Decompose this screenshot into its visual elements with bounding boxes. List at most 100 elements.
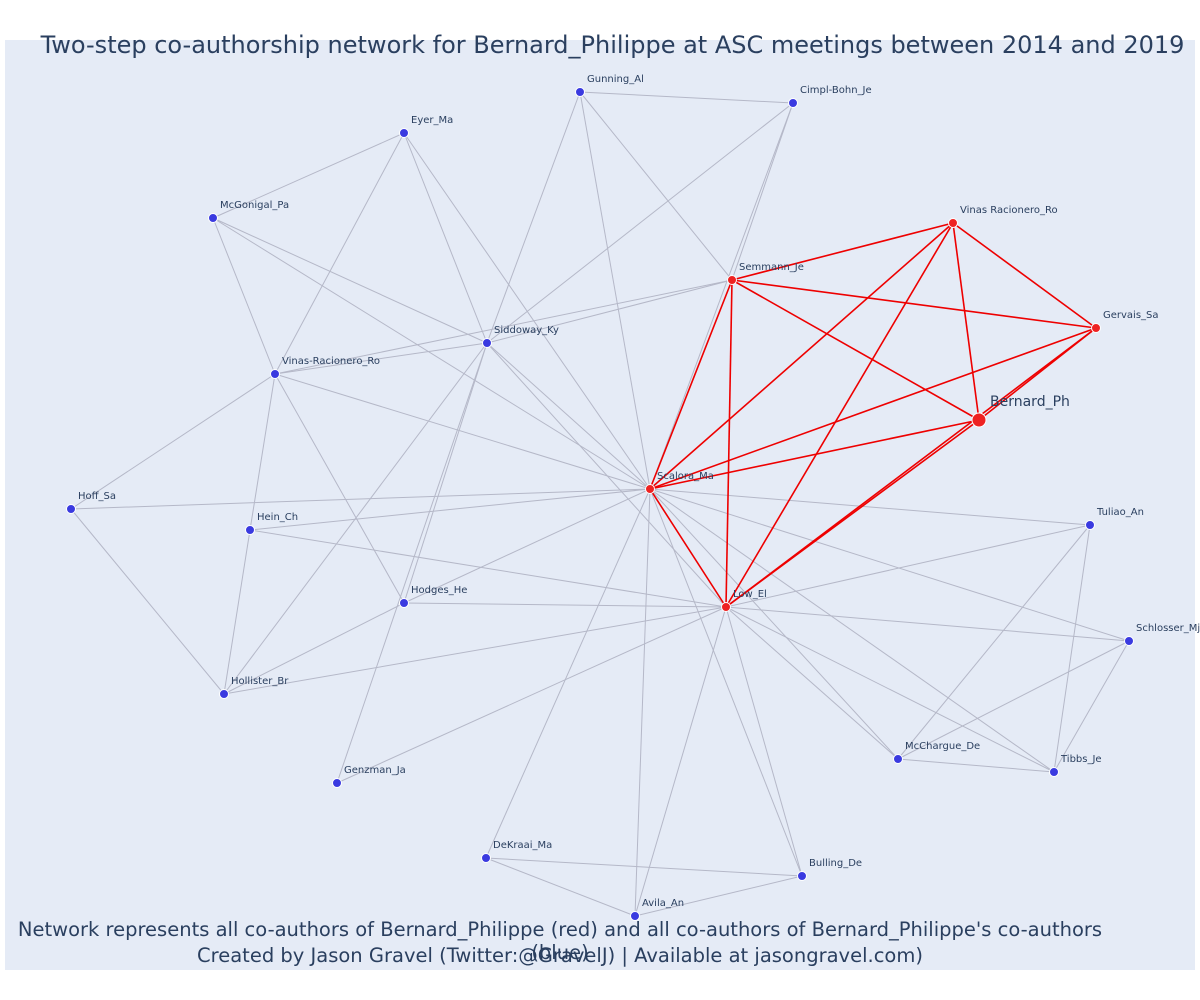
edge-siddoway-ky-hodges-he	[403, 342, 488, 604]
edge-hodges-he-hollister-br	[223, 602, 405, 695]
node-label-semmann-je: Semmann_Je	[739, 262, 804, 273]
node-genzman-ja[interactable]	[332, 778, 342, 788]
node-label-hollister-br: Hollister_Br	[231, 676, 289, 687]
edge-gunning-al-semmann-je	[579, 91, 733, 281]
node-label-vinas-racionero-ro: Vinas-Racionero_Ro	[282, 356, 380, 367]
caption-line-1: Network represents all co-authors of Ber…	[17, 918, 1103, 964]
edge-gunning-al-cimpl-bohn-je	[579, 91, 794, 104]
edge-avila-an-low-el	[634, 606, 727, 917]
node-tibbs-je[interactable]	[1049, 767, 1059, 777]
edge-hein-ch-low-el	[249, 529, 727, 608]
node-label-tibbs-je: Tibbs_Je	[1060, 754, 1102, 765]
node-schlosser-mj[interactable]	[1124, 636, 1134, 646]
node-gunning-al[interactable]	[575, 87, 585, 97]
edge-schlosser-mj-scalora-ma	[649, 488, 1130, 642]
edge-hoff-sa-hollister-br	[70, 508, 225, 695]
node-bulling-de[interactable]	[797, 871, 807, 881]
node-label-schlosser-mj: Schlosser_Mj	[1136, 623, 1200, 634]
node-siddoway-ky[interactable]	[482, 338, 492, 348]
edge-avila-an-bulling-de	[634, 875, 803, 917]
edge-cimpl-bohn-je-siddoway-ky	[486, 102, 794, 344]
edge-scalora-ma-gervais-sa	[649, 327, 1097, 490]
edge-siddoway-ky-semmann-je	[486, 279, 733, 344]
node-label-gervais-sa: Gervais_Sa	[1103, 310, 1159, 321]
edge-low-el-gervais-sa	[725, 327, 1097, 608]
edge-dekraai-ma-bulling-de	[485, 857, 803, 877]
node-label-bernard-ph: Bernard_Ph	[990, 394, 1070, 410]
node-vinas-racionero-ro[interactable]	[270, 369, 280, 379]
node-label-genzman-ja: Genzman_Ja	[344, 765, 406, 776]
edge-hein-ch-hollister-br	[223, 529, 251, 695]
edge-tibbs-je-schlosser-mj	[1053, 640, 1130, 773]
edge-bernard-ph-semmann-je	[731, 279, 980, 421]
edge-dekraai-ma-avila-an	[485, 857, 636, 917]
node-hodges-he[interactable]	[399, 598, 409, 608]
edge-siddoway-ky-vinas-racionero-ro	[274, 342, 488, 375]
edge-bernard-ph-scalora-ma	[649, 419, 980, 490]
edge-genzman-ja-low-el	[336, 606, 727, 784]
edge-tuliao-an-low-el	[725, 524, 1091, 608]
edge-gunning-al-siddoway-ky	[486, 91, 581, 344]
edge-schlosser-mj-low-el	[725, 606, 1130, 642]
node-tuliao-an[interactable]	[1085, 520, 1095, 530]
node-label-eyer-ma: Eyer_Ma	[411, 115, 453, 126]
edge-siddoway-ky-scalora-ma	[486, 342, 651, 490]
node-hein-ch[interactable]	[245, 525, 255, 535]
node-label-siddoway-ky: Siddoway_Ky	[494, 325, 559, 336]
node-label-dekraai-ma: DeKraai_Ma	[493, 840, 552, 851]
edge-mcchargue-de-tuliao-an	[897, 524, 1091, 760]
chart-title: Two-step co-authorship network for Berna…	[40, 31, 1185, 59]
edge-mcchargue-de-tibbs-je	[897, 758, 1055, 773]
caption-line-2: Created by Jason Gravel (Twitter:@Gravel…	[197, 944, 923, 967]
node-vinas-racionero-ro[interactable]	[948, 218, 958, 228]
node-hoff-sa[interactable]	[66, 504, 76, 514]
edge-hollister-br-low-el	[223, 606, 727, 695]
node-label-gunning-al: Gunning_Al	[587, 74, 644, 85]
edge-hodges-he-scalora-ma	[403, 488, 651, 604]
node-scalora-ma[interactable]	[645, 484, 655, 494]
edge-tibbs-je-scalora-ma	[649, 488, 1055, 773]
node-label-cimpl-bohn-je: Cimpl-Bohn_Je	[800, 85, 872, 96]
edge-dekraai-ma-scalora-ma	[485, 488, 651, 859]
edge-low-el-semmann-je	[725, 279, 733, 608]
edge-scalora-ma-vinas-racionero-ro	[649, 222, 954, 490]
edge-eyer-ma-scalora-ma	[403, 132, 651, 490]
edge-bulling-de-scalora-ma	[649, 488, 803, 877]
node-label-low-el: Low_El	[733, 589, 767, 600]
plot-area	[5, 40, 1195, 970]
node-eyer-ma[interactable]	[399, 128, 409, 138]
node-mcgonigal-pa[interactable]	[208, 213, 218, 223]
node-avila-an[interactable]	[630, 911, 640, 921]
labels-layer: Bernard_Ph Scalora_Ma Low_El Semmann_Je Vina…	[78, 74, 1200, 909]
node-label-hein-ch: Hein_Ch	[257, 512, 298, 523]
edge-vinas-racionero-ro-semmann-je	[274, 279, 733, 375]
edge-hodges-he-low-el	[403, 602, 727, 608]
node-label-mcchargue-de: McChargue_De	[905, 741, 980, 752]
edge-bernard-ph-vinas-racionero-ro	[952, 222, 980, 421]
edge-tibbs-je-low-el	[725, 606, 1055, 773]
node-label-hodges-he: Hodges_He	[411, 585, 467, 596]
gray-edges-layer	[70, 91, 1130, 917]
node-label-tuliao-an: Tuliao_An	[1096, 507, 1144, 518]
red-edges-layer	[649, 222, 1097, 608]
edge-mcgonigal-pa-vinas-racionero-ro	[212, 217, 276, 375]
node-low-el[interactable]	[721, 602, 731, 612]
nodes-layer	[66, 87, 1134, 921]
edge-hein-ch-scalora-ma	[249, 488, 651, 531]
edge-eyer-ma-vinas-racionero-ro	[274, 132, 405, 375]
node-cimpl-bohn-je[interactable]	[788, 98, 798, 108]
node-bernard-ph[interactable]	[971, 412, 987, 428]
node-gervais-sa[interactable]	[1091, 323, 1101, 333]
edge-eyer-ma-mcgonigal-pa	[212, 132, 405, 219]
edge-bulling-de-low-el	[725, 606, 803, 877]
node-label-scalora-ma: Scalora_Ma	[657, 471, 714, 482]
node-dekraai-ma[interactable]	[481, 853, 491, 863]
edge-gunning-al-scalora-ma	[579, 91, 651, 490]
edge-tibbs-je-tuliao-an	[1053, 524, 1091, 773]
node-mcchargue-de[interactable]	[893, 754, 903, 764]
edge-vinas-racionero-ro-hein-ch	[249, 373, 276, 531]
edge-tuliao-an-scalora-ma	[649, 488, 1091, 526]
node-semmann-je[interactable]	[727, 275, 737, 285]
node-hollister-br[interactable]	[219, 689, 229, 699]
